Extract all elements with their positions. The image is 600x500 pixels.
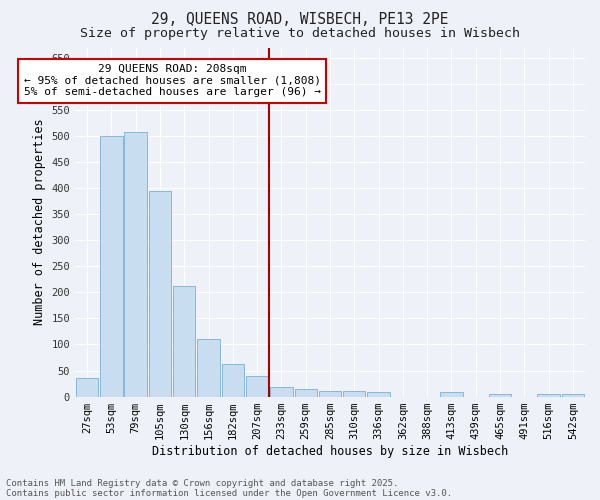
Bar (149, 191, 171, 396)
Bar (440, 392, 463, 396)
Bar (295, 389, 317, 396)
Bar (270, 387, 293, 396)
Bar (343, 392, 365, 396)
Text: Contains HM Land Registry data © Crown copyright and database right 2025.: Contains HM Land Registry data © Crown c… (6, 478, 398, 488)
Bar (538, 394, 560, 396)
Bar (367, 392, 390, 396)
Bar (124, 132, 147, 396)
Text: Size of property relative to detached houses in Wisbech: Size of property relative to detached ho… (80, 28, 520, 40)
Bar (489, 394, 511, 396)
Y-axis label: Number of detached properties: Number of detached properties (33, 118, 46, 326)
Text: Contains public sector information licensed under the Open Government Licence v3: Contains public sector information licen… (6, 488, 452, 498)
Bar (173, 286, 196, 397)
Bar (246, 376, 268, 396)
Text: 29, QUEENS ROAD, WISBECH, PE13 2PE: 29, QUEENS ROAD, WISBECH, PE13 2PE (151, 12, 449, 28)
Bar (319, 392, 341, 396)
X-axis label: Distribution of detached houses by size in Wisbech: Distribution of detached houses by size … (152, 444, 508, 458)
Bar (221, 364, 244, 396)
Bar (562, 394, 584, 396)
Bar (100, 136, 122, 396)
Text: 29 QUEENS ROAD: 208sqm
← 95% of detached houses are smaller (1,808)
5% of semi-d: 29 QUEENS ROAD: 208sqm ← 95% of detached… (23, 64, 320, 98)
Bar (76, 378, 98, 396)
Bar (197, 340, 220, 396)
